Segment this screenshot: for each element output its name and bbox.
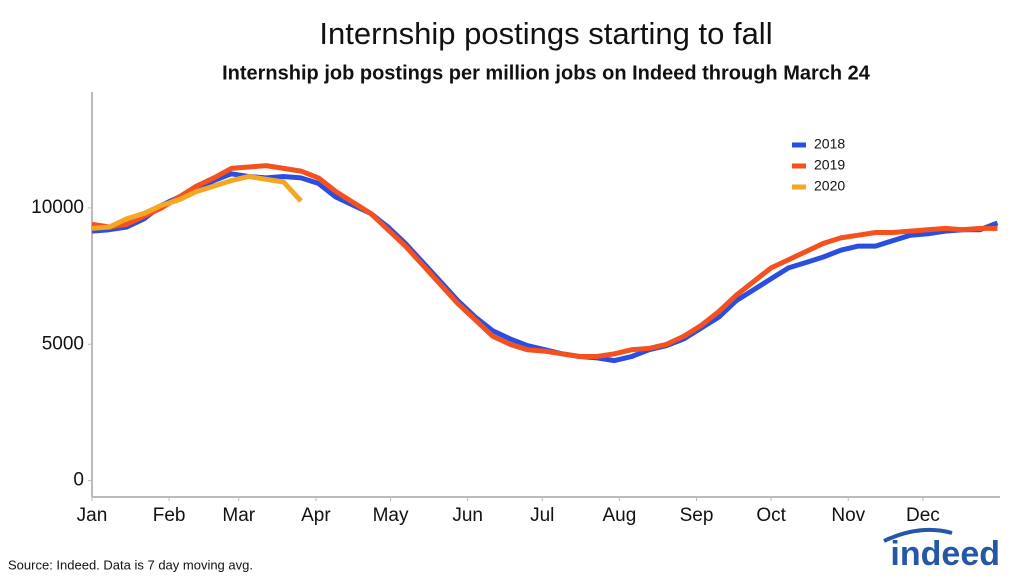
logo: indeed (890, 535, 1000, 573)
x-tick-label: Jul (530, 505, 554, 526)
series-line (91, 174, 303, 231)
chart-title: Internship postings starting to fall (319, 16, 772, 51)
x-tick-label: Sep (680, 505, 714, 526)
y-tick-label: 5000 (42, 333, 84, 354)
legend-label: 2019 (814, 157, 845, 173)
x-tick-label: Mar (222, 505, 255, 526)
x-tick-label: Jun (452, 505, 483, 526)
series-line (91, 163, 998, 359)
chart-subtitle: Internship job postings per million jobs… (222, 62, 871, 84)
logo-arc (883, 527, 953, 543)
x-tick-label: May (373, 505, 409, 526)
source-note: Source: Indeed. Data is 7 day moving avg… (8, 557, 253, 572)
x-tick-label: Aug (602, 505, 636, 526)
x-tick-label: Feb (153, 505, 186, 526)
y-tick-label: 0 (73, 470, 84, 491)
legend-label: 2018 (814, 136, 845, 152)
legend-label: 2020 (814, 178, 845, 194)
series-line (91, 171, 999, 364)
x-tick-label: Apr (301, 505, 331, 526)
x-tick-label: Oct (756, 505, 786, 526)
y-tick-label: 10000 (31, 197, 84, 218)
x-tick-label: Jan (77, 505, 108, 526)
x-tick-label: Dec (906, 505, 940, 526)
x-tick-label: Nov (831, 505, 865, 526)
